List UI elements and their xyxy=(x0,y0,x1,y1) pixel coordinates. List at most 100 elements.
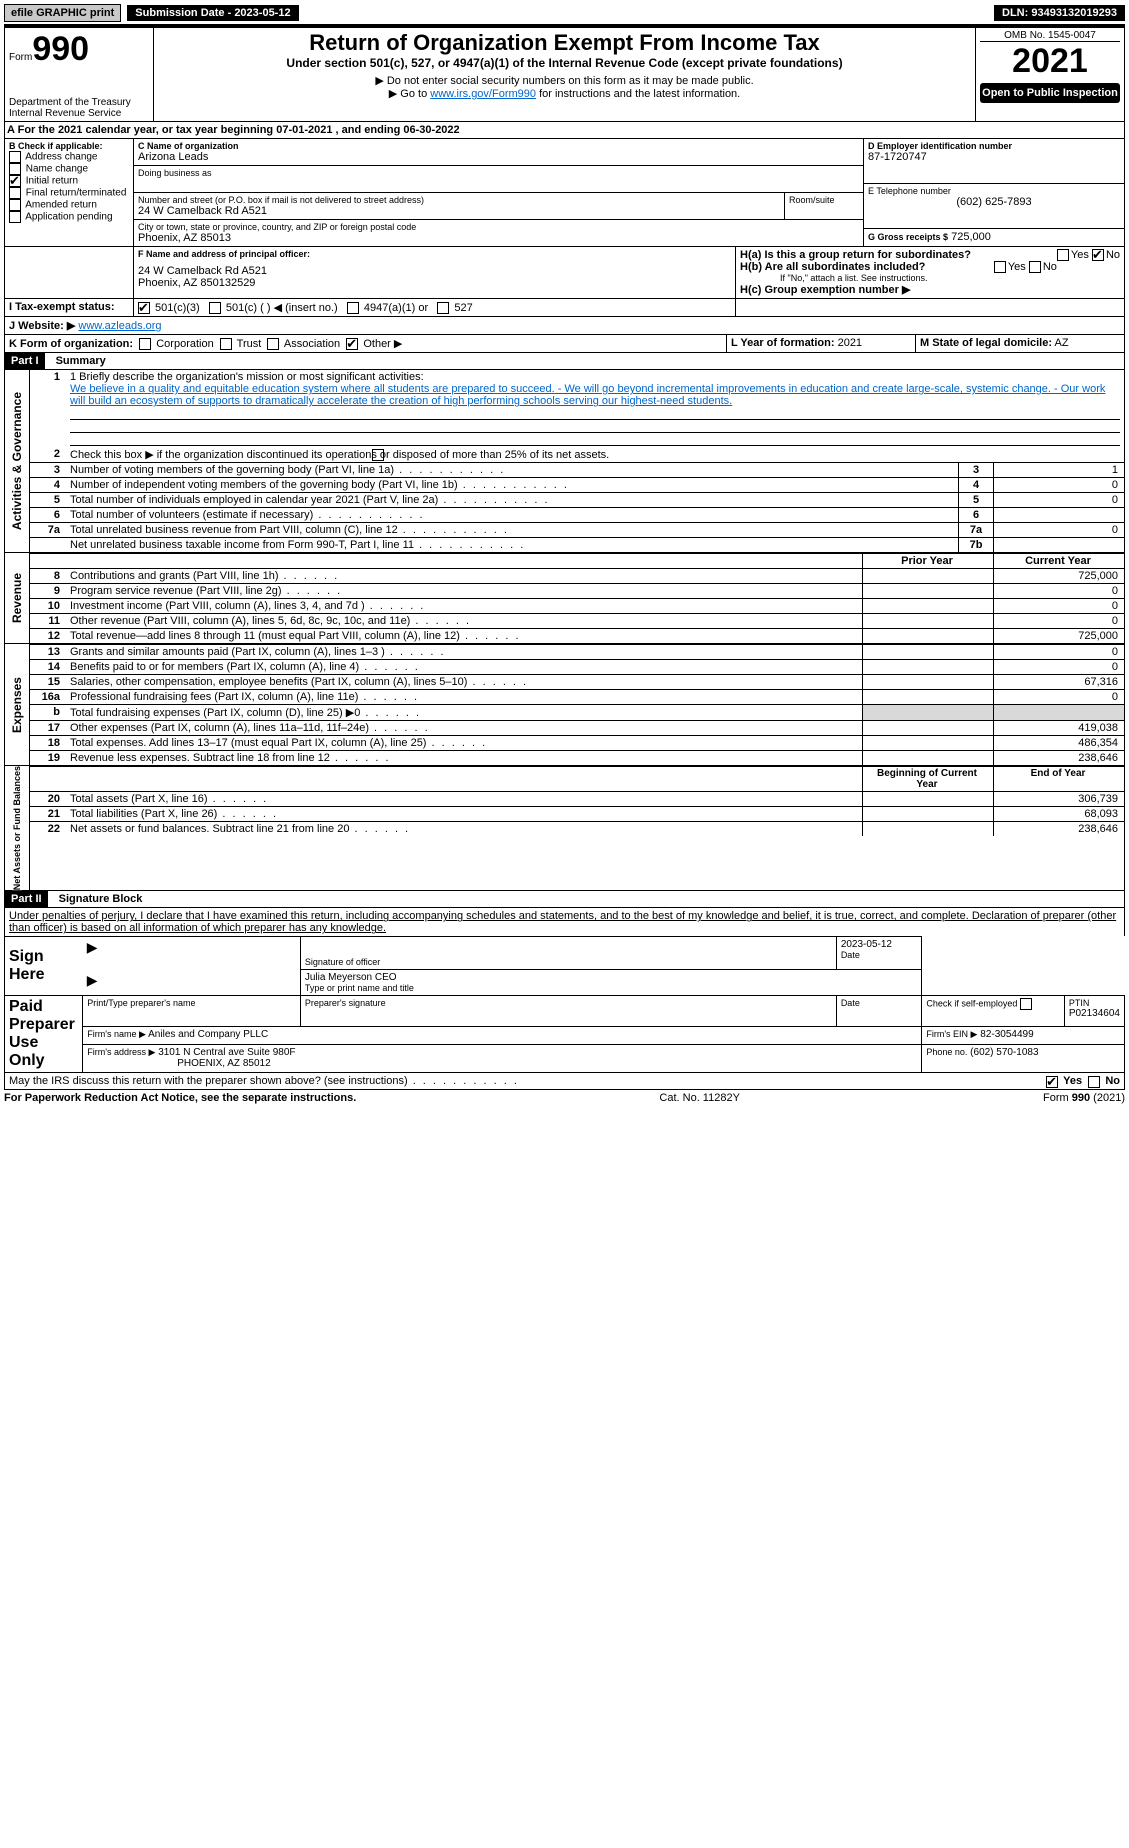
table-row: 3Number of voting members of the governi… xyxy=(30,463,1124,478)
table-row: 20Total assets (Part X, line 16)306,739 xyxy=(30,792,1124,807)
table-row: 16aProfessional fundraising fees (Part I… xyxy=(30,690,1124,705)
dept-label: Department of the Treasury xyxy=(9,97,149,108)
box-h-b-note: If "No," attach a list. See instructions… xyxy=(740,273,1120,283)
signature-table: Sign Here ▶ Signature of officer 2023-05… xyxy=(4,936,1125,1073)
form-subtitle: Under section 501(c), 527, or 4947(a)(1)… xyxy=(158,56,971,70)
table-row: 17Other expenses (Part IX, column (A), l… xyxy=(30,721,1124,736)
table-row: 22Net assets or fund balances. Subtract … xyxy=(30,822,1124,837)
street-label: Number and street (or P.O. box if mail i… xyxy=(138,195,780,205)
line-a: A For the 2021 calendar year, or tax yea… xyxy=(4,122,1125,139)
tax-status-option[interactable]: 527 xyxy=(437,302,482,314)
col-begin-year: Beginning of Current Year xyxy=(863,767,994,792)
phone-value: (602) 625-7893 xyxy=(868,196,1120,208)
sig-officer-label: Signature of officer xyxy=(305,957,832,967)
sign-here-label: Sign Here xyxy=(9,948,45,983)
box-d-label: D Employer identification number xyxy=(868,141,1120,151)
box-h-b: H(b) Are all subordinates included? Yes … xyxy=(740,261,1120,273)
table-row: 7aTotal unrelated business revenue from … xyxy=(30,523,1124,538)
part-ii-header: Part II xyxy=(5,891,48,907)
col-end-year: End of Year xyxy=(994,767,1125,792)
footer-right: Form 990 (2021) xyxy=(1043,1092,1125,1104)
omb-number: OMB No. 1545-0047 xyxy=(980,30,1120,42)
firm-ein: 82-3054499 xyxy=(980,1029,1033,1040)
table-row: 14Benefits paid to or for members (Part … xyxy=(30,660,1124,675)
form-org-option[interactable]: Association xyxy=(264,338,343,350)
form-number: Form990 xyxy=(9,30,149,69)
table-row: 21Total liabilities (Part X, line 26)68,… xyxy=(30,807,1124,822)
prep-sig-label: Preparer's signature xyxy=(305,998,832,1008)
mission-text[interactable]: We believe in a quality and equitable ed… xyxy=(70,383,1105,407)
tax-year: 2021 xyxy=(980,42,1120,81)
ptin-value: P02134604 xyxy=(1069,1008,1120,1019)
firm-addr1: 3101 N Central ave Suite 980F xyxy=(158,1047,295,1058)
street-address: 24 W Camelback Rd A521 xyxy=(138,205,780,217)
table-row: 6Total number of volunteers (estimate if… xyxy=(30,508,1124,523)
box-i-row: I Tax-exempt status: 501(c)(3) 501(c) ( … xyxy=(4,299,1125,317)
governance-section: Activities & Governance 1 1 Briefly desc… xyxy=(4,370,1125,553)
box-j-row: J Website: ▶ www.azleads.org xyxy=(4,317,1125,335)
vert-label-expenses: Expenses xyxy=(10,677,24,733)
footer-mid: Cat. No. 11282Y xyxy=(659,1092,740,1104)
tax-status-option[interactable]: 501(c) ( ) ◀ (insert no.) xyxy=(209,302,347,314)
city-value: Phoenix, AZ 85013 xyxy=(138,232,859,244)
expenses-section: Expenses 13Grants and similar amounts pa… xyxy=(4,644,1125,766)
netassets-section: Net Assets or Fund Balances Beginning of… xyxy=(4,766,1125,891)
box-b-item[interactable]: Address change xyxy=(9,151,129,163)
table-row: 11Other revenue (Part VIII, column (A), … xyxy=(30,614,1124,629)
tax-status-option[interactable]: 501(c)(3) xyxy=(138,302,209,314)
table-row: 8Contributions and grants (Part VIII, li… xyxy=(30,569,1124,584)
col-prior-year: Prior Year xyxy=(863,554,994,569)
top-toolbar: efile GRAPHIC print Submission Date - 20… xyxy=(4,4,1125,26)
revenue-section: Revenue Prior Year Current Year 8Contrib… xyxy=(4,553,1125,644)
box-b-item[interactable]: Application pending xyxy=(9,211,129,223)
box-h-a: H(a) Is this a group return for subordin… xyxy=(740,249,1120,261)
col-current-year: Current Year xyxy=(994,554,1125,569)
prep-date-label: Date xyxy=(841,998,918,1008)
box-c-label: C Name of organization xyxy=(138,141,859,151)
city-label: City or town, state or province, country… xyxy=(138,222,859,232)
box-f-label: F Name and address of principal officer: xyxy=(138,249,731,259)
officer-line1: 24 W Camelback Rd A521 xyxy=(138,265,731,277)
box-b-label: B Check if applicable: xyxy=(9,141,129,151)
form-title: Return of Organization Exempt From Incom… xyxy=(158,30,971,56)
irs-link[interactable]: www.irs.gov/Form990 xyxy=(430,88,536,100)
form-org-option[interactable]: Trust xyxy=(217,338,265,350)
box-klm-row: K Form of organization: Corporation Trus… xyxy=(4,335,1125,353)
submission-date: Submission Date - 2023-05-12 xyxy=(127,5,298,21)
box-b-item[interactable]: Final return/terminated xyxy=(9,187,129,199)
form-org-option[interactable]: Corporation xyxy=(136,338,217,350)
efile-button[interactable]: efile GRAPHIC print xyxy=(4,4,121,22)
box-e-label: E Telephone number xyxy=(868,186,1120,196)
form-org-option[interactable]: Other ▶ xyxy=(343,338,405,350)
ein-value: 87-1720747 xyxy=(868,151,1120,163)
org-name: Arizona Leads xyxy=(138,151,859,163)
gross-receipts: 725,000 xyxy=(951,231,991,243)
room-label: Room/suite xyxy=(789,195,859,205)
penalties-text: Under penalties of perjury, I declare th… xyxy=(4,908,1125,936)
part-i-header: Part I xyxy=(5,353,45,369)
part-i-title: Summary xyxy=(48,355,106,367)
table-row: 10Investment income (Part VIII, column (… xyxy=(30,599,1124,614)
box-b-item[interactable]: Amended return xyxy=(9,199,129,211)
form-note-link: ▶ Go to www.irs.gov/Form990 for instruct… xyxy=(158,87,971,100)
box-g-label: G Gross receipts $ xyxy=(868,232,948,242)
box-b-item[interactable]: Name change xyxy=(9,163,129,175)
part-ii-title: Signature Block xyxy=(51,893,143,905)
table-row: 19Revenue less expenses. Subtract line 1… xyxy=(30,751,1124,766)
vert-label-netassets: Net Assets or Fund Balances xyxy=(12,766,22,890)
table-row: 15Salaries, other compensation, employee… xyxy=(30,675,1124,690)
firm-phone: (602) 570-1083 xyxy=(970,1047,1038,1058)
box-b-item[interactable]: Initial return xyxy=(9,175,129,187)
vert-label-revenue: Revenue xyxy=(10,573,24,623)
ptin-label: PTIN xyxy=(1069,998,1120,1008)
vert-label-governance: Activities & Governance xyxy=(10,392,24,530)
website-link[interactable]: www.azleads.org xyxy=(78,320,161,332)
officer-group-block: F Name and address of principal officer:… xyxy=(4,247,1125,299)
tax-status-option[interactable]: 4947(a)(1) or xyxy=(347,302,437,314)
sig-date-label: Date xyxy=(841,950,918,960)
table-row: 4Number of independent voting members of… xyxy=(30,478,1124,493)
prep-name-label: Print/Type preparer's name xyxy=(87,998,296,1008)
page-footer: For Paperwork Reduction Act Notice, see … xyxy=(4,1092,1125,1104)
table-row: 12Total revenue—add lines 8 through 11 (… xyxy=(30,629,1124,644)
open-to-public: Open to Public Inspection xyxy=(980,83,1120,103)
